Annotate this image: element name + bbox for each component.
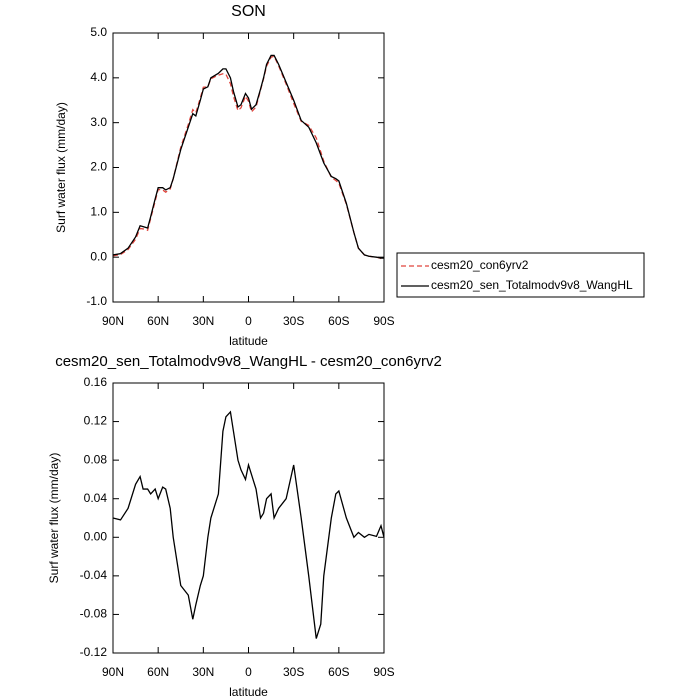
x-tick-label: 0 [245, 665, 252, 679]
chart-title: SON [231, 3, 266, 20]
y-tick-label: 0.12 [84, 414, 108, 428]
y-tick-label: 0.00 [84, 529, 108, 543]
y-tick-label: 0.0 [90, 249, 107, 263]
y-tick-label: 5.0 [90, 25, 107, 39]
y-tick-label: 4.0 [90, 70, 107, 84]
x-tick-label: 60N [147, 314, 169, 328]
y-tick-label: 0.16 [84, 375, 108, 389]
x-tick-label: 0 [245, 314, 252, 328]
x-axis-label: latitude [229, 685, 268, 699]
y-tick-label: 1.0 [90, 205, 107, 219]
x-tick-label: 60N [147, 665, 169, 679]
x-tick-label: 30N [192, 314, 214, 328]
y-tick-label: -0.12 [80, 645, 108, 659]
x-tick-label: 30S [283, 665, 304, 679]
y-tick-label: -0.04 [80, 568, 108, 582]
legend-label: cesm20_con6yrv2 [431, 258, 529, 272]
x-tick-label: 60S [328, 665, 349, 679]
y-axis-label: Surf water flux (mm/day) [47, 453, 61, 584]
x-axis-label: latitude [229, 334, 268, 348]
y-tick-label: -1.0 [86, 294, 107, 308]
y-tick-label: 3.0 [90, 115, 107, 129]
x-tick-label: 30S [283, 314, 304, 328]
x-tick-label: 90S [373, 665, 394, 679]
x-tick-label: 30N [192, 665, 214, 679]
legend-label: cesm20_sen_Totalmodv9v8_WangHL [431, 278, 633, 292]
y-tick-label: 0.04 [84, 491, 108, 505]
x-tick-label: 90N [102, 665, 124, 679]
series-line [112, 54, 384, 259]
y-axis-label: Surf water flux (mm/day) [54, 102, 68, 233]
y-tick-label: 2.0 [90, 160, 107, 174]
y-tick-label: 0.08 [84, 452, 108, 466]
x-tick-label: 90N [102, 314, 124, 328]
y-tick-label: -0.08 [80, 607, 108, 621]
x-tick-label: 90S [373, 314, 394, 328]
series-line [112, 55, 385, 260]
series-line [112, 410, 385, 639]
x-tick-label: 60S [328, 314, 349, 328]
chart-title: cesm20_sen_Totalmodv9v8_WangHL - cesm20_… [55, 353, 442, 370]
legend-box [396, 252, 645, 298]
plot-frame [112, 32, 385, 303]
plot-frame [112, 382, 385, 654]
